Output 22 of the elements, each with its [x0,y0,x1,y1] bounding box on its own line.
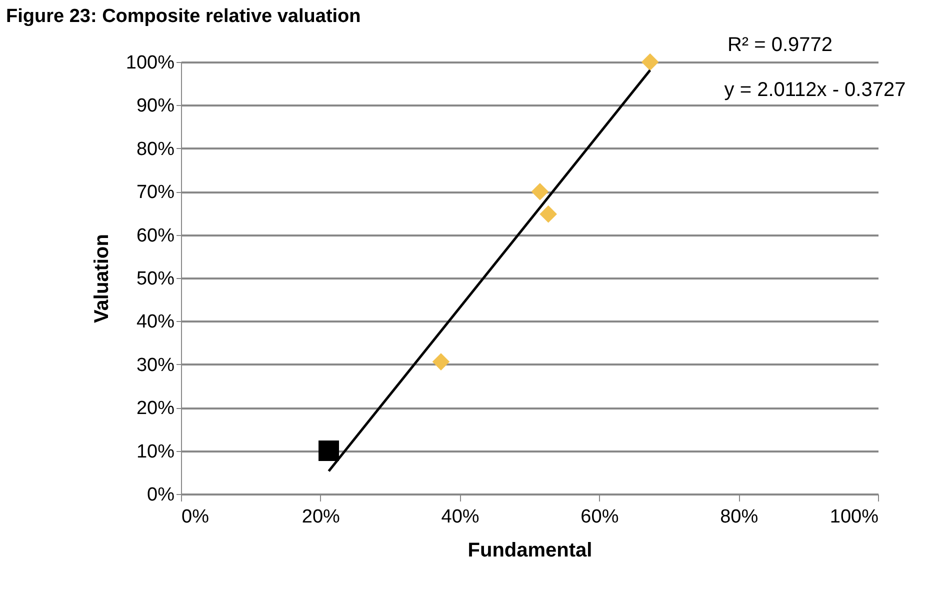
y-tick-label: 40% [136,312,175,333]
y-tick-label: 100% [126,52,175,74]
y-tick-label: 60% [136,225,175,246]
y-tick-label: 0% [147,484,175,506]
x-tick-label: 40% [441,506,480,528]
y-tick-label: 10% [136,441,175,462]
y-tick-label: 50% [136,268,175,290]
y-axis-title: Valuation [90,234,113,323]
x-tick-label: 60% [580,506,619,528]
y-tick-label: 20% [136,398,175,420]
y-tick-label: 70% [136,182,175,204]
x-tick-label: 0% [182,506,210,528]
y-tick-label: 80% [136,138,175,160]
annotation: y = 2.0112x - 0.3727 [724,79,906,101]
x-tick-label: 20% [302,506,340,528]
x-tick-label: 80% [720,506,758,528]
text: R² = 0.9772 [727,34,833,56]
y-tick-label: 90% [136,96,175,117]
x-tick-label: 100% [830,506,879,528]
y-tick-label: 30% [136,354,175,376]
x-axis-title: Fundamental [468,540,592,562]
chart-title: Figure 23: Composite relative valuation [6,6,361,27]
